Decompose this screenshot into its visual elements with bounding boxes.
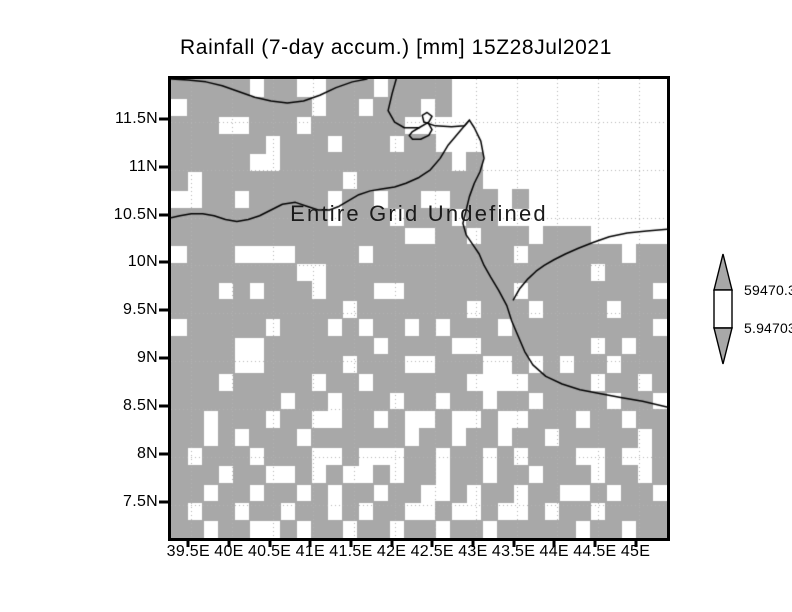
colorbar: 59470.3 5.94703	[706, 252, 792, 366]
x-axis-tick-mark	[227, 538, 231, 547]
x-axis-tick-label: 39.5E	[166, 543, 210, 560]
x-axis-tick-label: 44E	[539, 543, 569, 560]
y-axis-tick-label: 10.5N	[113, 205, 158, 223]
y-axis-tick-label: 7.5N	[123, 492, 158, 510]
x-axis-tick-mark	[308, 538, 312, 547]
x-axis-tick-mark	[186, 538, 190, 547]
x-axis-tick-label: 40.5E	[247, 543, 292, 560]
x-axis-tick-label: 42.5E	[410, 543, 454, 560]
y-axis-tick-mark	[159, 165, 168, 169]
x-axis-tick-label: 41E	[295, 543, 325, 560]
x-axis-tick-mark	[268, 538, 272, 547]
colorbar-upper-label: 59470.3	[744, 282, 792, 298]
y-axis-tick-mark	[159, 117, 168, 121]
x-axis-tick-label: 43.5E	[491, 543, 536, 560]
y-axis-ticks	[159, 76, 169, 535]
x-axis-tick-mark	[593, 538, 597, 547]
x-axis-tick-mark	[552, 538, 556, 547]
y-axis-tick-mark	[159, 213, 168, 217]
colorbar-lower-label: 5.94703	[744, 320, 792, 336]
x-axis-labels: 39.5E 40E 40.5E 41E 41.5E 42E 42.5E 43E 43.5E 44E…	[166, 543, 664, 567]
x-axis-tick-mark	[471, 538, 475, 547]
y-axis-tick-label: 11N	[128, 157, 158, 175]
x-axis-tick-mark	[390, 538, 394, 547]
x-axis-ticks	[168, 538, 664, 547]
y-axis-tick-label: 8N	[136, 444, 158, 462]
x-axis-tick-label: 41.5E	[329, 543, 373, 560]
y-axis-tick-mark	[159, 356, 168, 360]
y-axis-tick-mark	[159, 308, 168, 312]
y-axis-tick-mark	[159, 260, 168, 264]
chart-title: Rainfall (7-day accum.) [mm] 15Z28Jul202…	[180, 36, 612, 59]
x-axis-tick-mark	[634, 538, 638, 547]
x-axis-tick-label: 44.5E	[573, 543, 617, 560]
map-plot-frame: Entire Grid Undefined	[168, 76, 670, 541]
y-axis-tick-label: 9N	[136, 349, 158, 367]
x-axis-tick-label: 40E	[214, 543, 244, 560]
y-axis-labels: 11.5N 11N 10.5N 10N 9.5N 9N 8.5N 8N 7.5N	[40, 76, 158, 535]
y-axis-tick-label: 8.5N	[123, 396, 158, 414]
x-axis-tick-label: 42E	[376, 543, 407, 560]
y-axis-tick-mark	[159, 452, 168, 456]
x-axis-tick-mark	[430, 538, 434, 547]
map-plot-area: Entire Grid Undefined	[171, 79, 667, 538]
y-axis-tick-mark	[159, 404, 168, 408]
y-axis-tick-mark	[159, 500, 168, 504]
x-axis-tick-label: 45E	[620, 543, 651, 560]
rainfall-heatmap-canvas	[171, 79, 667, 538]
y-axis-tick-label: 10N	[127, 253, 158, 271]
y-axis-tick-label: 9.5N	[123, 301, 158, 319]
x-axis-tick-mark	[512, 538, 516, 547]
x-axis-tick-label: 43E	[458, 543, 488, 560]
x-axis-tick-mark	[349, 538, 353, 547]
colorbar-spindle-icon	[713, 253, 733, 365]
y-axis-tick-label: 11.5N	[114, 110, 158, 128]
